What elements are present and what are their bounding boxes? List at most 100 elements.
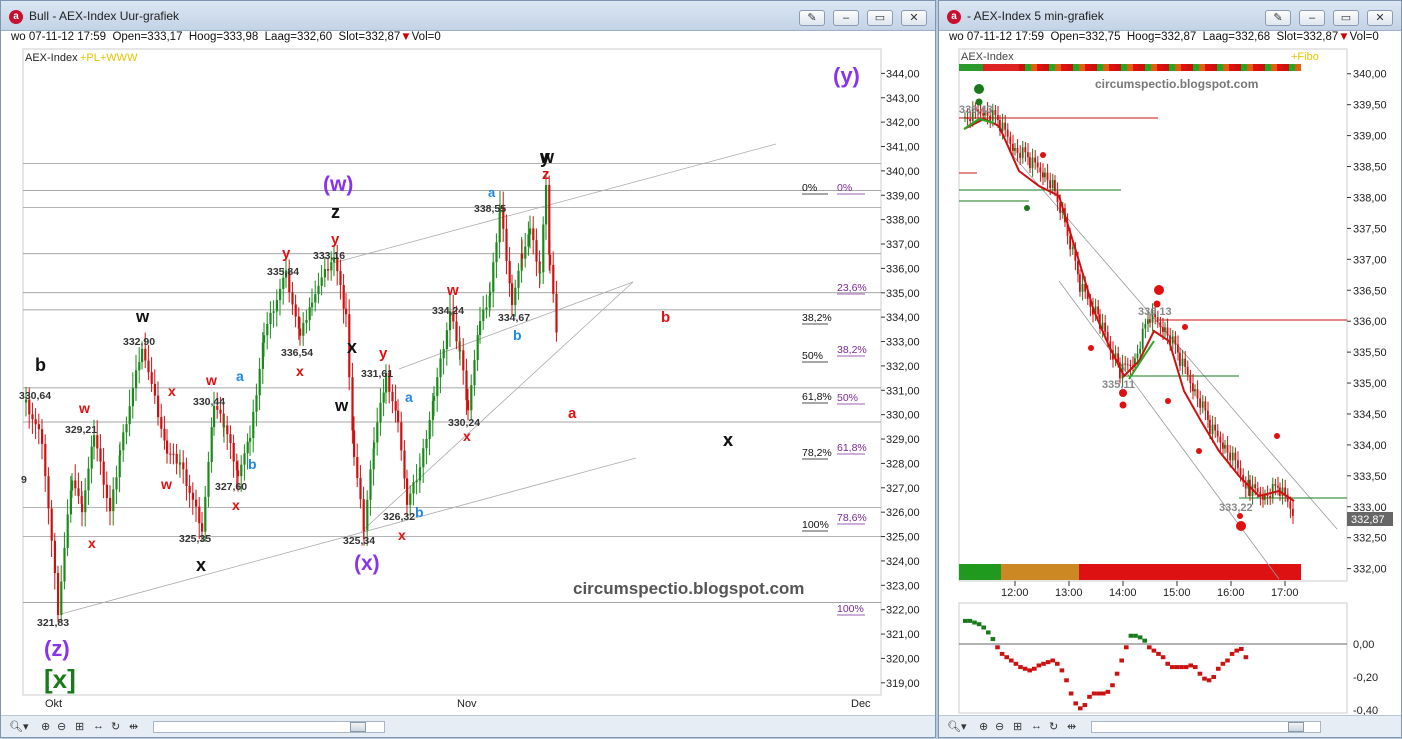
properties-icon[interactable]: ✎ xyxy=(1265,10,1291,26)
expand-icon[interactable]: ↔ xyxy=(93,720,104,732)
fit-icon[interactable]: ⊞ xyxy=(75,721,85,733)
oscillator-bar xyxy=(1211,675,1216,679)
price-label: 331,61 xyxy=(361,368,393,380)
compress-icon[interactable]: ⇹ xyxy=(129,721,139,733)
horizontal-scrollbar[interactable] xyxy=(1091,721,1321,733)
y-tick-label: 336,00 xyxy=(1353,316,1387,328)
candle-body xyxy=(351,377,354,431)
wave-label: x xyxy=(398,527,406,543)
refresh-icon[interactable]: ↻ xyxy=(1049,721,1059,733)
scroll-thumb[interactable] xyxy=(1288,722,1304,732)
wave-label: z xyxy=(331,202,340,222)
candle-body xyxy=(492,262,495,292)
oscillator-bar xyxy=(1009,658,1014,663)
candle-body xyxy=(397,410,400,423)
heat-cell xyxy=(1241,64,1247,71)
heat-cell xyxy=(1097,64,1103,71)
signal-dot xyxy=(1024,205,1030,211)
heat-cell xyxy=(1163,564,1169,580)
candle-body xyxy=(1114,353,1117,360)
search-icon[interactable]: 🔍︎▾ xyxy=(9,721,29,733)
heat-cell xyxy=(1259,564,1265,580)
candle-body xyxy=(1242,474,1244,482)
x-tick-label: 16:00 xyxy=(1217,587,1245,599)
heat-cell xyxy=(1229,64,1235,71)
candle-body xyxy=(141,348,144,363)
heat-cell xyxy=(1253,564,1259,580)
candle-body xyxy=(1031,157,1034,169)
heat-cell xyxy=(1175,64,1181,71)
candle-body xyxy=(252,411,255,439)
candle-body xyxy=(204,496,207,532)
horizontal-scrollbar[interactable] xyxy=(153,721,385,733)
close-button[interactable]: ✕ xyxy=(901,10,927,26)
heat-cell xyxy=(1103,64,1109,71)
x-tick-label: 14:00 xyxy=(1109,587,1137,599)
minimize-button[interactable]: – xyxy=(1299,10,1325,26)
restore-button[interactable]: ▭ xyxy=(1333,10,1359,26)
title-bar[interactable]: a Bull - AEX-Index Uur-grafiek ✎ – ▭ ✕ xyxy=(1,1,935,31)
candle-body xyxy=(34,419,37,425)
close-button[interactable]: ✕ xyxy=(1367,10,1393,26)
heat-cell xyxy=(1037,64,1043,71)
signal-dot xyxy=(1237,513,1243,519)
signal-dot xyxy=(1119,389,1127,397)
heat-cell xyxy=(1187,64,1193,71)
zoom-in-icon[interactable]: ⊕ xyxy=(979,721,989,733)
refresh-icon[interactable]: ↻ xyxy=(111,721,121,733)
title-bar[interactable]: a - AEX-Index 5 min-grafiek ✎ – ▭ ✕ xyxy=(939,1,1401,31)
heat-cell xyxy=(1025,64,1031,71)
hourly-chart[interactable]: 344,00 343,00 342,00 341,00 340,00 339,00 338,… xyxy=(1,1,937,739)
zoom-in-icon[interactable]: ⊕ xyxy=(41,721,51,733)
candle-body xyxy=(1166,327,1169,336)
candle-body xyxy=(1019,152,1021,158)
oscillator-bar xyxy=(1239,646,1244,651)
y-tick-label: 335,00 xyxy=(886,288,920,300)
candle-body xyxy=(452,311,455,322)
wave-label: b xyxy=(35,355,46,375)
candle-body xyxy=(263,335,266,343)
candle-body xyxy=(255,395,258,412)
wave-label: w xyxy=(205,372,217,388)
price-label: 325,35 xyxy=(179,533,211,545)
zoom-out-icon[interactable]: ⊖ xyxy=(57,721,67,733)
candle-body xyxy=(499,206,502,213)
candle-body xyxy=(495,242,498,263)
candle-body xyxy=(320,277,323,286)
candle-body xyxy=(216,405,219,410)
signal-dot xyxy=(974,84,984,94)
heat-cell xyxy=(1049,64,1055,71)
oscillator-bar xyxy=(1156,651,1161,656)
candle-body xyxy=(1244,481,1247,489)
candle-body xyxy=(1086,291,1089,300)
minimize-button[interactable]: – xyxy=(833,10,859,26)
five-min-chart[interactable]: AEX-Index +Fibo circumspectio.blogspot.com… xyxy=(939,1,1402,739)
zoom-out-icon[interactable]: ⊖ xyxy=(995,721,1005,733)
scroll-thumb[interactable] xyxy=(350,722,366,732)
last-price: 332,87 xyxy=(1351,514,1385,526)
y-tick-label: 335,50 xyxy=(1353,347,1387,359)
expand-icon[interactable]: ↔ xyxy=(1031,720,1042,732)
heat-cell xyxy=(1151,564,1157,580)
candle-body xyxy=(1162,326,1164,332)
wave-label: x xyxy=(232,497,240,513)
candle-body xyxy=(138,362,141,371)
quote-date: wo 07-11-12 17:59 xyxy=(949,31,1045,43)
y-tick-label: 332,50 xyxy=(1353,533,1387,545)
oscillator-bar xyxy=(1018,665,1023,670)
y-tick-label: 333,00 xyxy=(886,337,920,349)
candle-body xyxy=(294,304,297,317)
fit-icon[interactable]: ⊞ xyxy=(1013,721,1023,733)
restore-button[interactable]: ▭ xyxy=(867,10,893,26)
candle-body xyxy=(342,285,345,309)
wave-label: w xyxy=(539,147,555,167)
compress-icon[interactable]: ⇹ xyxy=(1067,721,1077,733)
candle-body xyxy=(201,523,204,532)
candle-body xyxy=(1289,501,1292,509)
search-icon[interactable]: 🔍︎▾ xyxy=(947,721,967,733)
candle-body xyxy=(330,262,333,271)
candle-body xyxy=(1081,283,1084,292)
candle-body xyxy=(1284,487,1286,495)
properties-icon[interactable]: ✎ xyxy=(799,10,825,26)
candle-body xyxy=(166,440,169,454)
